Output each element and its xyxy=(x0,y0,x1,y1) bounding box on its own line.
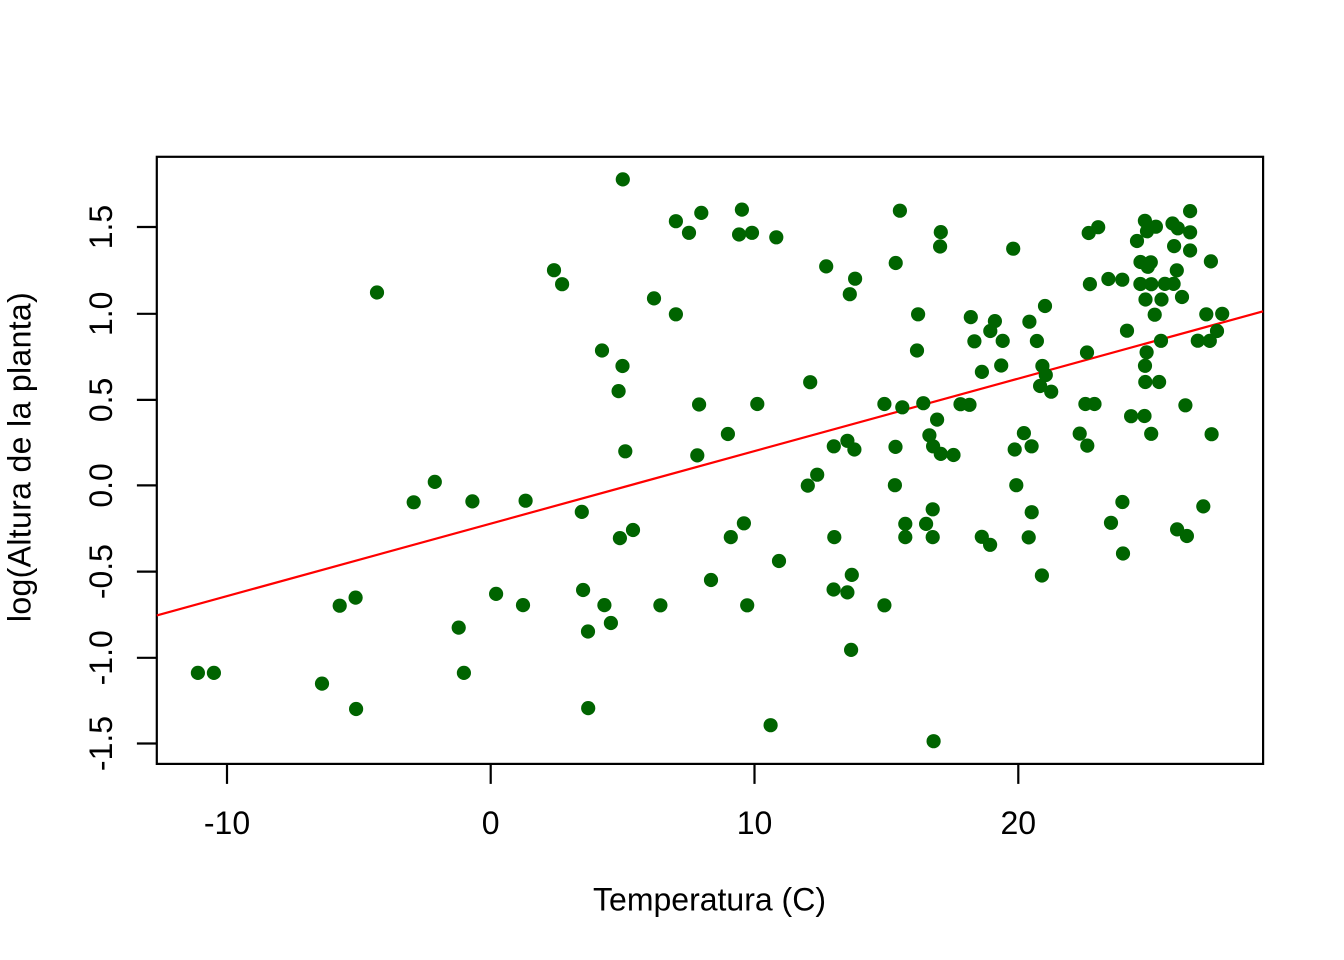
svg-text:0.0: 0.0 xyxy=(83,463,119,507)
svg-text:-0.5: -0.5 xyxy=(83,544,119,599)
svg-text:0: 0 xyxy=(482,805,500,841)
svg-text:1.0: 1.0 xyxy=(83,292,119,336)
svg-text:20: 20 xyxy=(1001,805,1037,841)
svg-text:-1.5: -1.5 xyxy=(83,716,119,771)
svg-text:-10: -10 xyxy=(204,805,250,841)
svg-text:log(Altura de la planta): log(Altura de la planta) xyxy=(2,292,38,622)
svg-text:10: 10 xyxy=(737,805,773,841)
svg-text:0.5: 0.5 xyxy=(83,378,119,422)
svg-text:1.5: 1.5 xyxy=(83,205,119,249)
svg-text:-1.0: -1.0 xyxy=(83,630,119,685)
svg-text:Temperatura (C): Temperatura (C) xyxy=(593,882,826,918)
